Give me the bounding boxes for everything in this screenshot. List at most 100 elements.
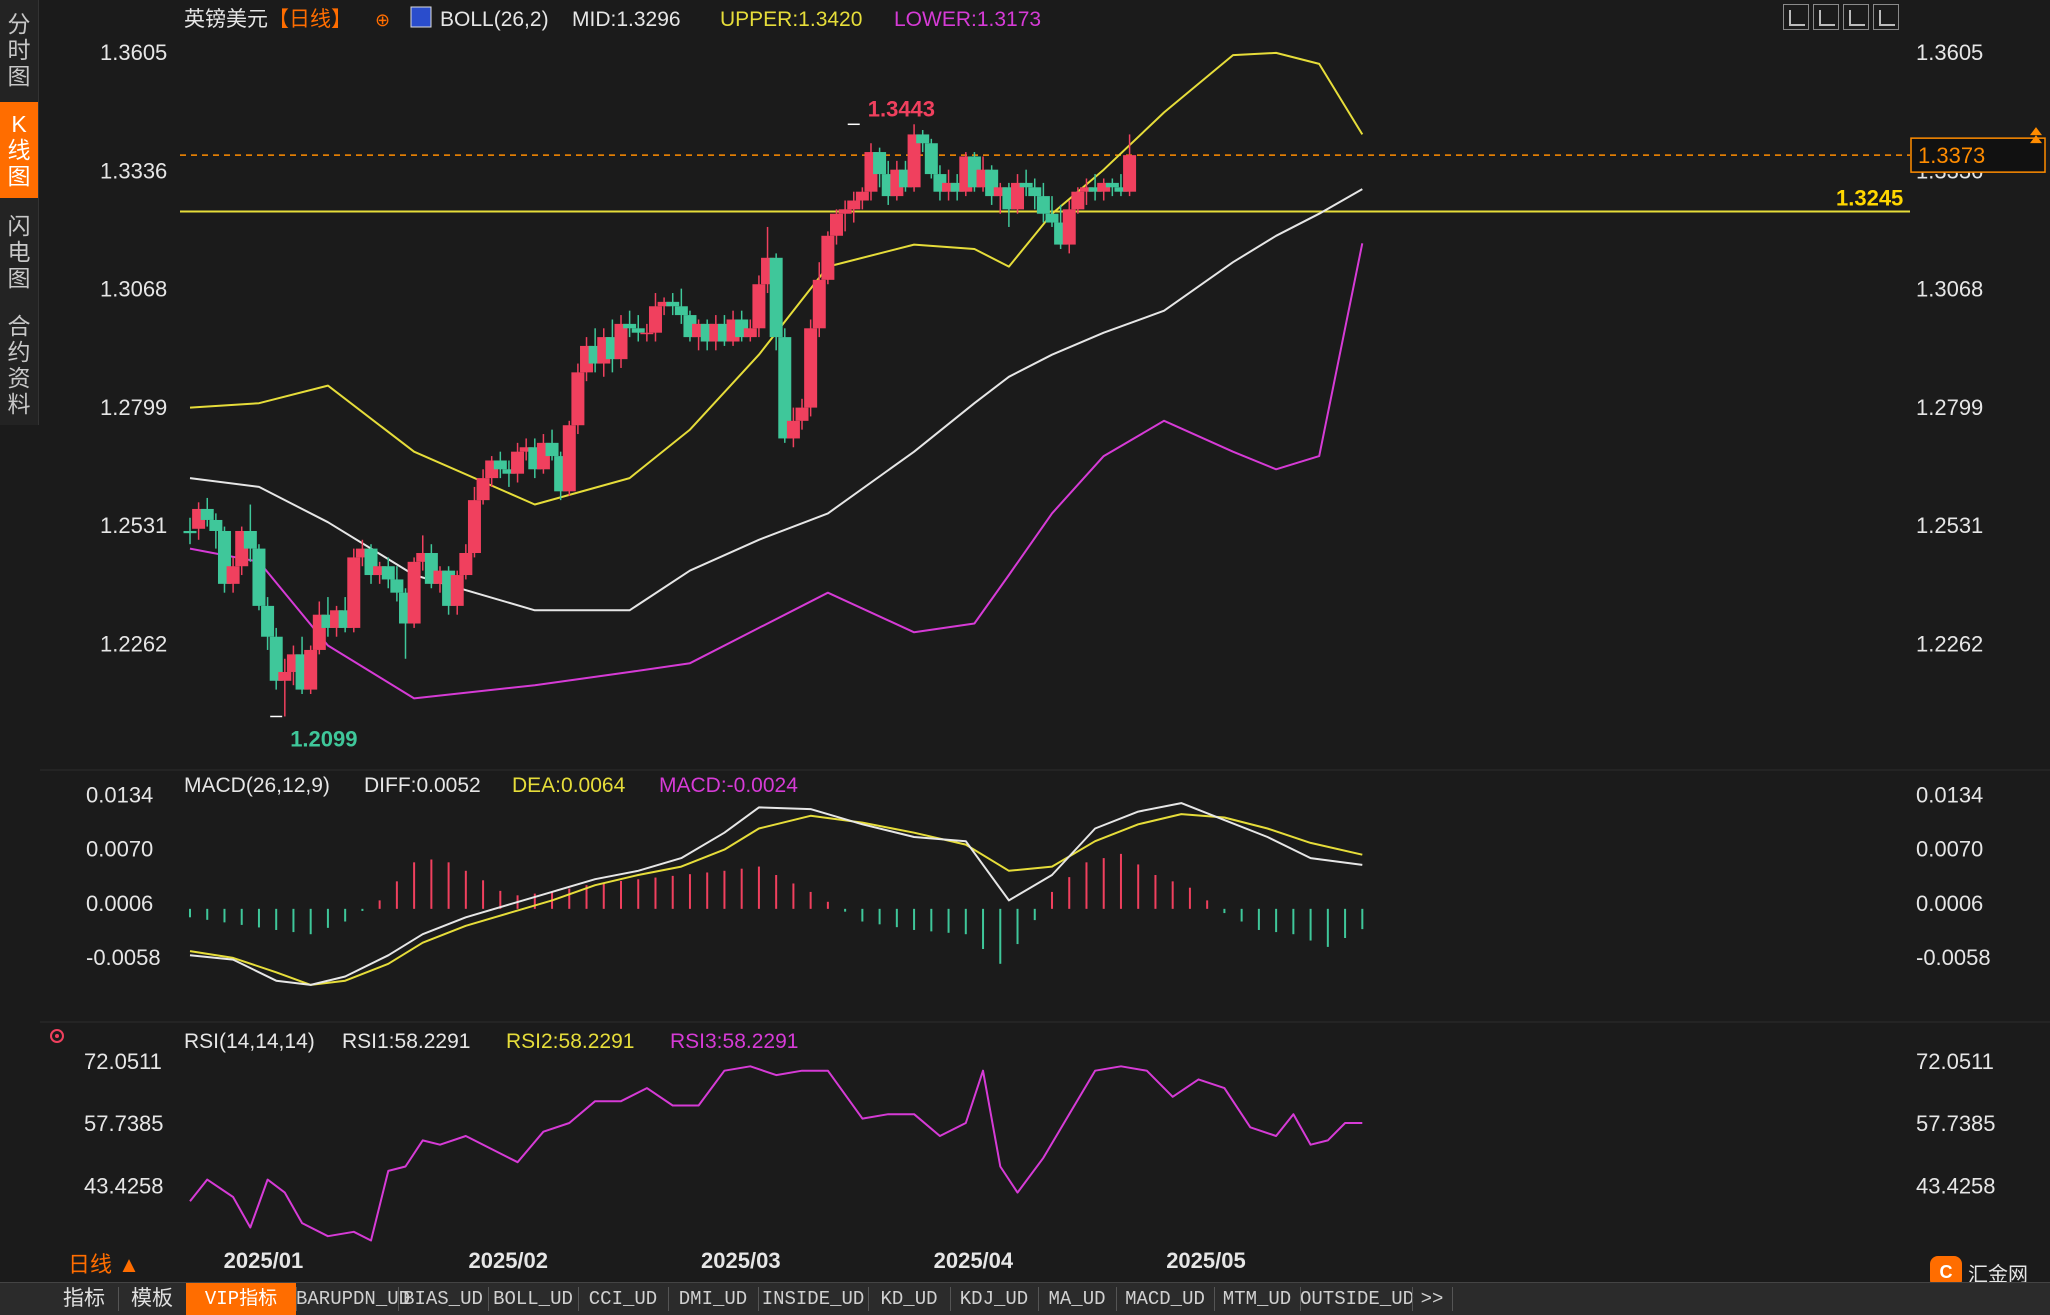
symbol-title: 英镑美元 xyxy=(184,8,268,31)
candle-body xyxy=(502,469,516,474)
candle-body xyxy=(390,579,404,593)
boll-label: BOLL(26,2) xyxy=(440,8,549,31)
candle-body xyxy=(907,134,921,188)
bottom-tab-vip[interactable]: VIP指标 xyxy=(186,1283,296,1315)
y-tick-label-right: 1.2799 xyxy=(1916,395,1983,420)
candle-body xyxy=(640,332,654,335)
rsi-label: RSI(14,14,14) xyxy=(184,1030,315,1053)
candle-body xyxy=(545,442,559,457)
candle-body xyxy=(209,519,223,531)
candle-body xyxy=(1028,187,1042,197)
bottom-tab-inside-ud[interactable]: INSIDE_UD xyxy=(761,1288,865,1310)
crosshair-tool-button[interactable] xyxy=(1783,4,1809,30)
tab-divider xyxy=(578,1287,579,1311)
tab-divider xyxy=(868,1287,869,1311)
bottom-tab-mtm-ud[interactable]: MTM_UD xyxy=(1222,1288,1292,1310)
tab-divider xyxy=(1116,1287,1117,1311)
bottom-tab-cci-ud[interactable]: CCI_UD xyxy=(588,1288,658,1310)
tab-divider xyxy=(758,1287,759,1311)
indicator-tab-bar: 指标 模板 VIP指标 BARUPDN_UD BIAS_UD BOLL_UD CCI_UD D… xyxy=(0,1282,2050,1315)
candle-body xyxy=(261,605,275,637)
macd-label: MACD(26,12,9) xyxy=(184,774,330,797)
tab-flash-chart[interactable]: 闪电图 xyxy=(7,213,31,291)
y-tick-label-right: 1.2262 xyxy=(1916,632,1983,657)
y-tick-label-left: 1.3068 xyxy=(100,277,167,302)
bottom-tab-boll-ud[interactable]: BOLL_UD xyxy=(493,1288,573,1310)
x-tick-label: 2025/05 xyxy=(1166,1248,1246,1273)
candle-body xyxy=(1114,187,1128,192)
tab-divider xyxy=(398,1287,399,1311)
rsi1-value: RSI1:58.2291 xyxy=(342,1030,470,1053)
bottom-tab-15[interactable]: >> xyxy=(1420,1288,1444,1310)
rsi-y-tick-left: 57.7385 xyxy=(84,1111,164,1136)
x-tick-label: 2025/03 xyxy=(701,1248,781,1273)
rsi-y-tick-left: 43.4258 xyxy=(84,1173,164,1198)
bottom-tab-kdj-ud[interactable]: KDJ_UD xyxy=(959,1288,1029,1310)
tab-divider xyxy=(296,1287,297,1311)
candle-body xyxy=(614,323,628,360)
bottom-tab-macd-ud[interactable]: MACD_UD xyxy=(1125,1288,1205,1310)
bottom-tab-kd-ud[interactable]: KD_UD xyxy=(880,1288,938,1310)
rsi-settings-icon[interactable] xyxy=(50,1029,64,1043)
candle-body xyxy=(1088,187,1102,192)
candle-body xyxy=(1019,182,1033,188)
candle-body xyxy=(1071,191,1085,210)
candle-body xyxy=(416,553,430,562)
logo-text: 汇金网 xyxy=(1968,1263,2028,1286)
bottom-tab-barupdn-ud[interactable]: BARUPDN_UD xyxy=(296,1288,411,1310)
candle-body xyxy=(666,301,680,307)
macd-diff-line xyxy=(189,802,1363,986)
tab-contract-info[interactable]: 合约资料 xyxy=(7,313,31,417)
candle-body xyxy=(519,447,533,452)
current-price-box xyxy=(1910,137,2046,173)
candle-body xyxy=(243,530,257,549)
candle-body xyxy=(381,566,395,580)
rsi-line xyxy=(189,1065,1363,1242)
candle-body xyxy=(821,235,835,280)
macd-diff-value: DIFF:0.0052 xyxy=(364,774,481,797)
bottom-tab-1[interactable]: 模板 xyxy=(131,1287,173,1310)
candle-body xyxy=(631,328,645,333)
candle-body xyxy=(304,649,318,690)
candle-body xyxy=(493,460,507,470)
candle-body xyxy=(450,575,464,606)
bottom-tab-ma-ud[interactable]: MA_UD xyxy=(1048,1288,1106,1310)
indicator-chart-icon[interactable] xyxy=(410,6,432,28)
tab-divider xyxy=(1452,1287,1453,1311)
candle-body xyxy=(769,257,783,338)
y-tick-label-right: 1.3068 xyxy=(1916,277,1983,302)
tab-time-sharing[interactable]: 分时图 xyxy=(7,11,31,89)
x-tick-label: 2025/04 xyxy=(934,1248,1014,1273)
macd-y-tick-right: 0.0006 xyxy=(1916,891,1983,916)
candle-body xyxy=(355,548,369,558)
macd-y-tick-left: 0.0134 xyxy=(86,783,153,808)
chart-zoom-button[interactable] xyxy=(1873,4,1899,30)
add-indicator-icon[interactable]: ⊕ xyxy=(375,10,390,30)
rsi-y-tick-right: 43.4258 xyxy=(1916,1173,1996,1198)
bottom-tab-dmi-ud[interactable]: DMI_UD xyxy=(678,1288,748,1310)
tab-divider xyxy=(1300,1287,1301,1311)
macd-y-tick-right: 0.0134 xyxy=(1916,783,1983,808)
candle-body xyxy=(847,200,861,210)
chart-scroll-button[interactable] xyxy=(1843,4,1869,30)
macd-y-tick-left: 0.0006 xyxy=(86,891,153,916)
bottom-tab-bias-ud[interactable]: BIAS_UD xyxy=(403,1288,483,1310)
tab-divider xyxy=(488,1287,489,1311)
candle-body xyxy=(752,284,766,329)
bottom-tab-outside-ud[interactable]: OUTSIDE_UD xyxy=(1300,1288,1415,1310)
rsi3-value: RSI3:58.2291 xyxy=(670,1030,798,1053)
scroll-up-icon xyxy=(2030,127,2042,144)
chart-layout-button[interactable] xyxy=(1813,4,1839,30)
y-tick-label-left: 1.3336 xyxy=(100,158,167,183)
current-price-label: 1.3373 xyxy=(1918,143,1985,168)
candle-body xyxy=(648,306,662,333)
candle-body xyxy=(942,182,956,192)
candle-body xyxy=(373,566,387,576)
tab-divider xyxy=(118,1287,119,1311)
candle-body xyxy=(278,671,292,681)
period-selector[interactable]: 日线 ▲ xyxy=(68,1252,140,1277)
candle-body xyxy=(1062,209,1076,245)
boll-lower-line xyxy=(189,243,1364,700)
bottom-tab-0[interactable]: 指标 xyxy=(63,1287,105,1310)
